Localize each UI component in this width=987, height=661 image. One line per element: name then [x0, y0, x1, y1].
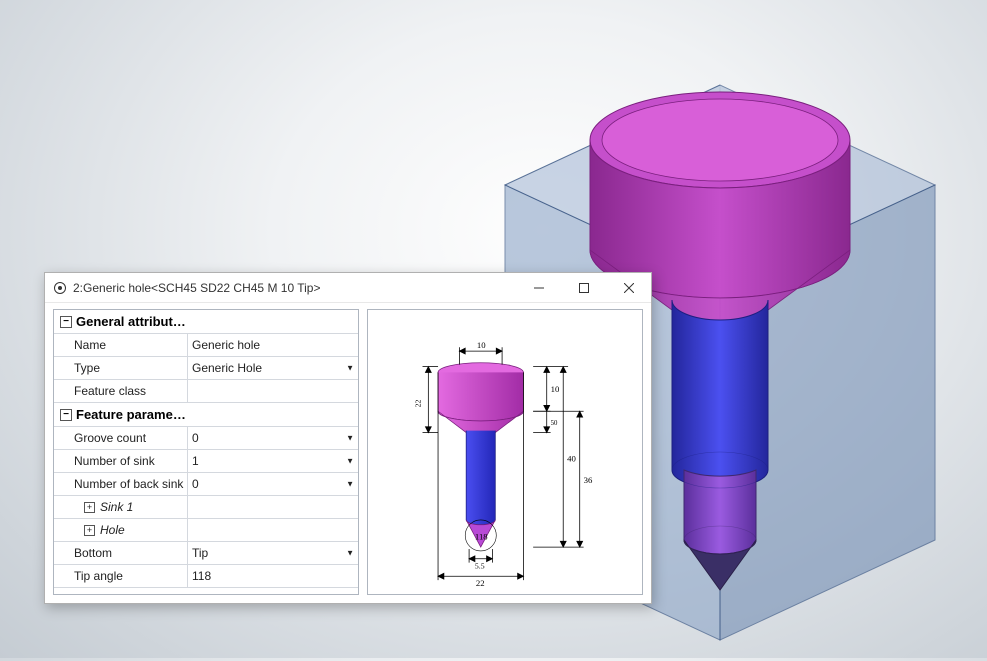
feature-icon [53, 281, 67, 295]
prop-label: Bottom [54, 542, 188, 564]
prop-label: Tip angle [54, 565, 188, 587]
collapse-icon[interactable]: − [60, 316, 72, 328]
prop-row[interactable]: Feature class [54, 380, 358, 403]
chevron-down-icon[interactable]: ▼ [346, 364, 354, 373]
prop-label: +Sink 1 [54, 496, 188, 518]
chevron-down-icon[interactable]: ▼ [346, 434, 354, 443]
dim-top-height: 10 [551, 384, 560, 394]
prop-label: Feature class [54, 380, 188, 402]
dim-tip-width: 5.5 [475, 561, 485, 570]
prop-row[interactable]: Name Generic hole [54, 334, 358, 357]
group-general[interactable]: − General attribut… [54, 310, 358, 334]
group-label: General attribut… [76, 314, 186, 329]
chevron-down-icon[interactable]: ▼ [346, 457, 354, 466]
expand-icon[interactable]: + [84, 502, 95, 513]
prop-value[interactable]: Tip▼ [188, 542, 358, 564]
prop-label: +Hole [54, 519, 188, 541]
prop-label: Number of sink [54, 450, 188, 472]
group-feature[interactable]: − Feature parame… [54, 403, 358, 427]
prop-label: Name [54, 334, 188, 356]
prop-row[interactable]: Type Generic Hole▼ [54, 357, 358, 380]
prop-value[interactable]: Generic hole [188, 334, 358, 356]
prop-row[interactable]: Tip angle 118 [54, 565, 358, 588]
group-label: Feature parame… [76, 407, 186, 422]
prop-row[interactable]: Bottom Tip▼ [54, 542, 358, 565]
prop-label: Number of back sink [54, 473, 188, 495]
dim-top-width: 10 [477, 340, 486, 350]
dim-angle: 50 [551, 420, 558, 427]
property-scroll[interactable]: − General attribut… Name Generic hole Ty… [54, 310, 358, 594]
prop-label: Groove count [54, 427, 188, 449]
prop-label: Type [54, 357, 188, 379]
prop-value[interactable]: 0▼ [188, 473, 358, 495]
dim-total-height: 40 [567, 454, 576, 464]
dim-full-width: 22 [476, 578, 485, 588]
prop-row[interactable]: Number of sink 1▼ [54, 450, 358, 473]
prop-value[interactable]: 118 [188, 565, 358, 587]
chevron-down-icon[interactable]: ▼ [346, 549, 354, 558]
preview-drawing: 118 10 10 50 40 [374, 316, 636, 588]
minimize-button[interactable] [516, 273, 561, 303]
expand-icon[interactable]: + [84, 525, 95, 536]
prop-row-sub[interactable]: +Hole [54, 519, 358, 542]
prop-value[interactable]: 1▼ [188, 450, 358, 472]
prop-value[interactable]: 0▼ [188, 427, 358, 449]
prop-value [188, 519, 358, 541]
prop-value[interactable] [188, 380, 358, 402]
prop-row[interactable]: Groove count 0▼ [54, 427, 358, 450]
collapse-icon[interactable]: − [60, 409, 72, 421]
svg-text:22: 22 [414, 399, 423, 407]
close-button[interactable] [606, 273, 651, 303]
dim-shaft-height: 36 [584, 475, 593, 485]
prop-row[interactable]: Number of back sink 0▼ [54, 473, 358, 496]
prop-row-sub[interactable]: +Sink 1 [54, 496, 358, 519]
chevron-down-icon[interactable]: ▼ [346, 480, 354, 489]
prop-value [188, 496, 358, 518]
dim-tip-angle: 118 [475, 531, 488, 541]
property-grid: − General attribut… Name Generic hole Ty… [53, 309, 359, 595]
dialog-body: − General attribut… Name Generic hole Ty… [45, 303, 651, 603]
window-title: 2:Generic hole<SCH45 SD22 CH45 M 10 Tip> [73, 281, 516, 295]
titlebar[interactable]: 2:Generic hole<SCH45 SD22 CH45 M 10 Tip> [45, 273, 651, 303]
properties-dialog: 2:Generic hole<SCH45 SD22 CH45 M 10 Tip>… [44, 272, 652, 604]
preview-panel: 118 10 10 50 40 [367, 309, 643, 595]
prop-value[interactable]: Generic Hole▼ [188, 357, 358, 379]
maximize-button[interactable] [561, 273, 606, 303]
